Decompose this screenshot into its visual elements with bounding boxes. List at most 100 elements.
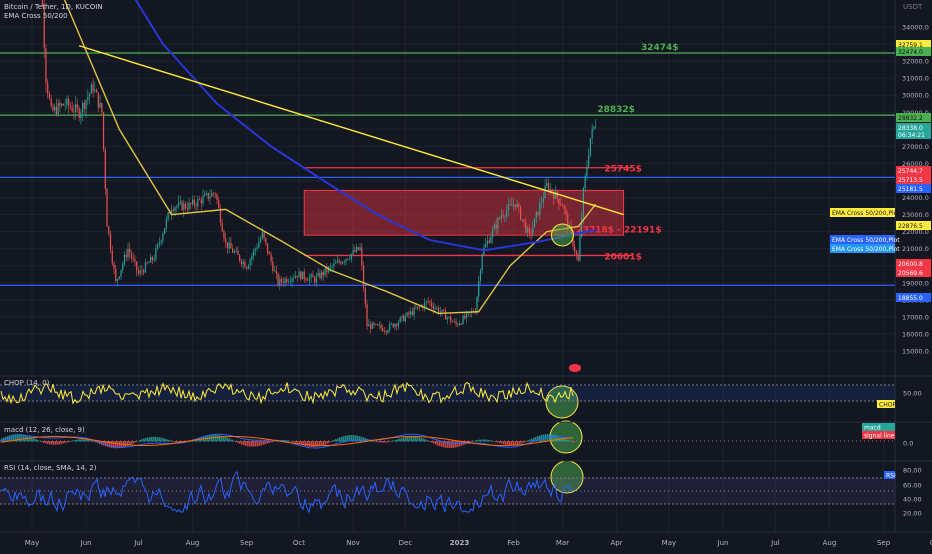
macd-histogram-bar: [299, 441, 301, 445]
candle-body: [263, 232, 265, 239]
candle-body: [460, 323, 462, 325]
candle-body: [266, 243, 269, 253]
rsi-panel-title[interactable]: RSI (14, close, SMA, 14, 2): [4, 464, 97, 472]
candle-body: [376, 323, 379, 326]
macd-histogram-bar: [301, 441, 303, 445]
candle-body: [272, 261, 274, 271]
candle-body: [526, 227, 529, 233]
candle-body: [342, 261, 344, 264]
macd-histogram-bar: [177, 441, 179, 443]
candle-body: [518, 204, 520, 207]
candle-body: [523, 219, 525, 223]
candle-body: [130, 253, 133, 258]
macd-histogram-bar: [115, 441, 117, 449]
ema-line-ema50: [63, 0, 597, 315]
candle-body: [303, 271, 305, 279]
candle-body: [486, 240, 489, 244]
candle-body: [495, 224, 497, 229]
time-tick-label: Mar: [556, 539, 569, 547]
candle-body: [595, 126, 597, 127]
candle-body: [382, 328, 384, 332]
candle-body: [310, 274, 312, 278]
macd-histogram-bar: [541, 434, 543, 442]
candle-body: [565, 208, 567, 215]
macd-histogram-bar: [507, 441, 509, 445]
price-label-bg: [830, 208, 895, 217]
candle-body: [242, 261, 244, 265]
candle-body: [574, 246, 576, 252]
candle-body: [399, 317, 401, 323]
symbol-title[interactable]: Bitcoin / Tether, 1D, KUCOIN: [4, 3, 103, 11]
candle-body: [197, 198, 199, 207]
macd-histogram-bar: [293, 441, 295, 443]
macd-panel-title[interactable]: macd (12, 26, close, 9): [4, 426, 85, 434]
candle-body: [314, 277, 316, 283]
candle-body: [352, 249, 354, 254]
candle-body: [62, 103, 65, 106]
candle-body: [308, 277, 311, 281]
macd-histogram-bar: [263, 441, 265, 445]
panel-tag-bg: [862, 423, 895, 431]
candle-body: [165, 219, 167, 229]
macd-histogram-bar: [527, 440, 529, 442]
candle-body: [586, 166, 588, 176]
macd-histogram-bar: [491, 440, 493, 442]
candle-body: [340, 262, 342, 264]
macd-histogram-bar: [331, 441, 333, 442]
candle-body: [136, 261, 138, 271]
candle-body: [43, 4, 45, 49]
candle-body: [52, 106, 54, 111]
candle-body: [437, 307, 440, 313]
candle-body: [177, 202, 180, 207]
macd-histogram-bar: [147, 437, 149, 442]
candle-body: [137, 270, 140, 274]
macd-histogram-bar: [287, 440, 289, 442]
time-axis[interactable]: May Jun Jul Aug Sep Oct Nov Dec 2023 Feb Mar Apr May…: [25, 539, 932, 547]
candle-body: [434, 307, 436, 309]
candle-body: [108, 226, 110, 234]
macd-histogram-bar: [143, 438, 145, 442]
macd-histogram-bar: [311, 441, 313, 447]
candle-body: [321, 271, 323, 279]
macd-histogram-bar: [77, 439, 79, 442]
price-tick-label: 21000.0: [902, 245, 929, 253]
macd-histogram-bar: [523, 441, 525, 443]
price-label-bg: [896, 221, 931, 230]
macd-histogram-bar: [347, 435, 349, 442]
candle-body: [457, 324, 459, 326]
candle-body: [122, 263, 124, 270]
candle-body: [373, 322, 375, 325]
price-label-bg: [896, 259, 931, 268]
macd-histogram-bar: [71, 440, 73, 442]
macd-histogram-bar: [219, 435, 221, 442]
candle-body: [273, 270, 276, 272]
chop-panel-title[interactable]: CHOP (14, 0): [4, 379, 50, 387]
candle-body: [300, 271, 302, 280]
candle-body: [312, 274, 314, 278]
macd-histogram-bar: [435, 441, 437, 445]
panel-tag-bg: [862, 431, 895, 439]
candle-body: [277, 273, 279, 285]
macd-histogram-bar: [253, 441, 255, 447]
candle-body: [181, 201, 183, 211]
macd-histogram-bar: [195, 439, 197, 442]
macd-histogram-bar: [497, 441, 499, 443]
macd-histogram-bar: [419, 437, 421, 442]
candle-body: [83, 102, 85, 109]
candle-body: [76, 104, 78, 109]
macd-histogram-bar: [105, 441, 107, 447]
level-label: 25745$: [604, 165, 642, 175]
macd-histogram-bar: [551, 434, 553, 442]
candle-body: [411, 311, 414, 316]
indicator-title[interactable]: EMA Cross 50/200: [4, 12, 68, 20]
support-zone-label: 23718$ - 22191$: [576, 225, 661, 235]
macd-histogram-bar: [353, 435, 355, 442]
candle-body: [50, 98, 52, 107]
macd-histogram-bar: [191, 440, 193, 442]
candle-body: [525, 222, 527, 233]
price-label-text: 20600.8: [898, 261, 923, 268]
macd-histogram-bar: [383, 441, 385, 443]
macd-histogram-bar: [483, 439, 485, 442]
candle-body: [542, 198, 544, 203]
